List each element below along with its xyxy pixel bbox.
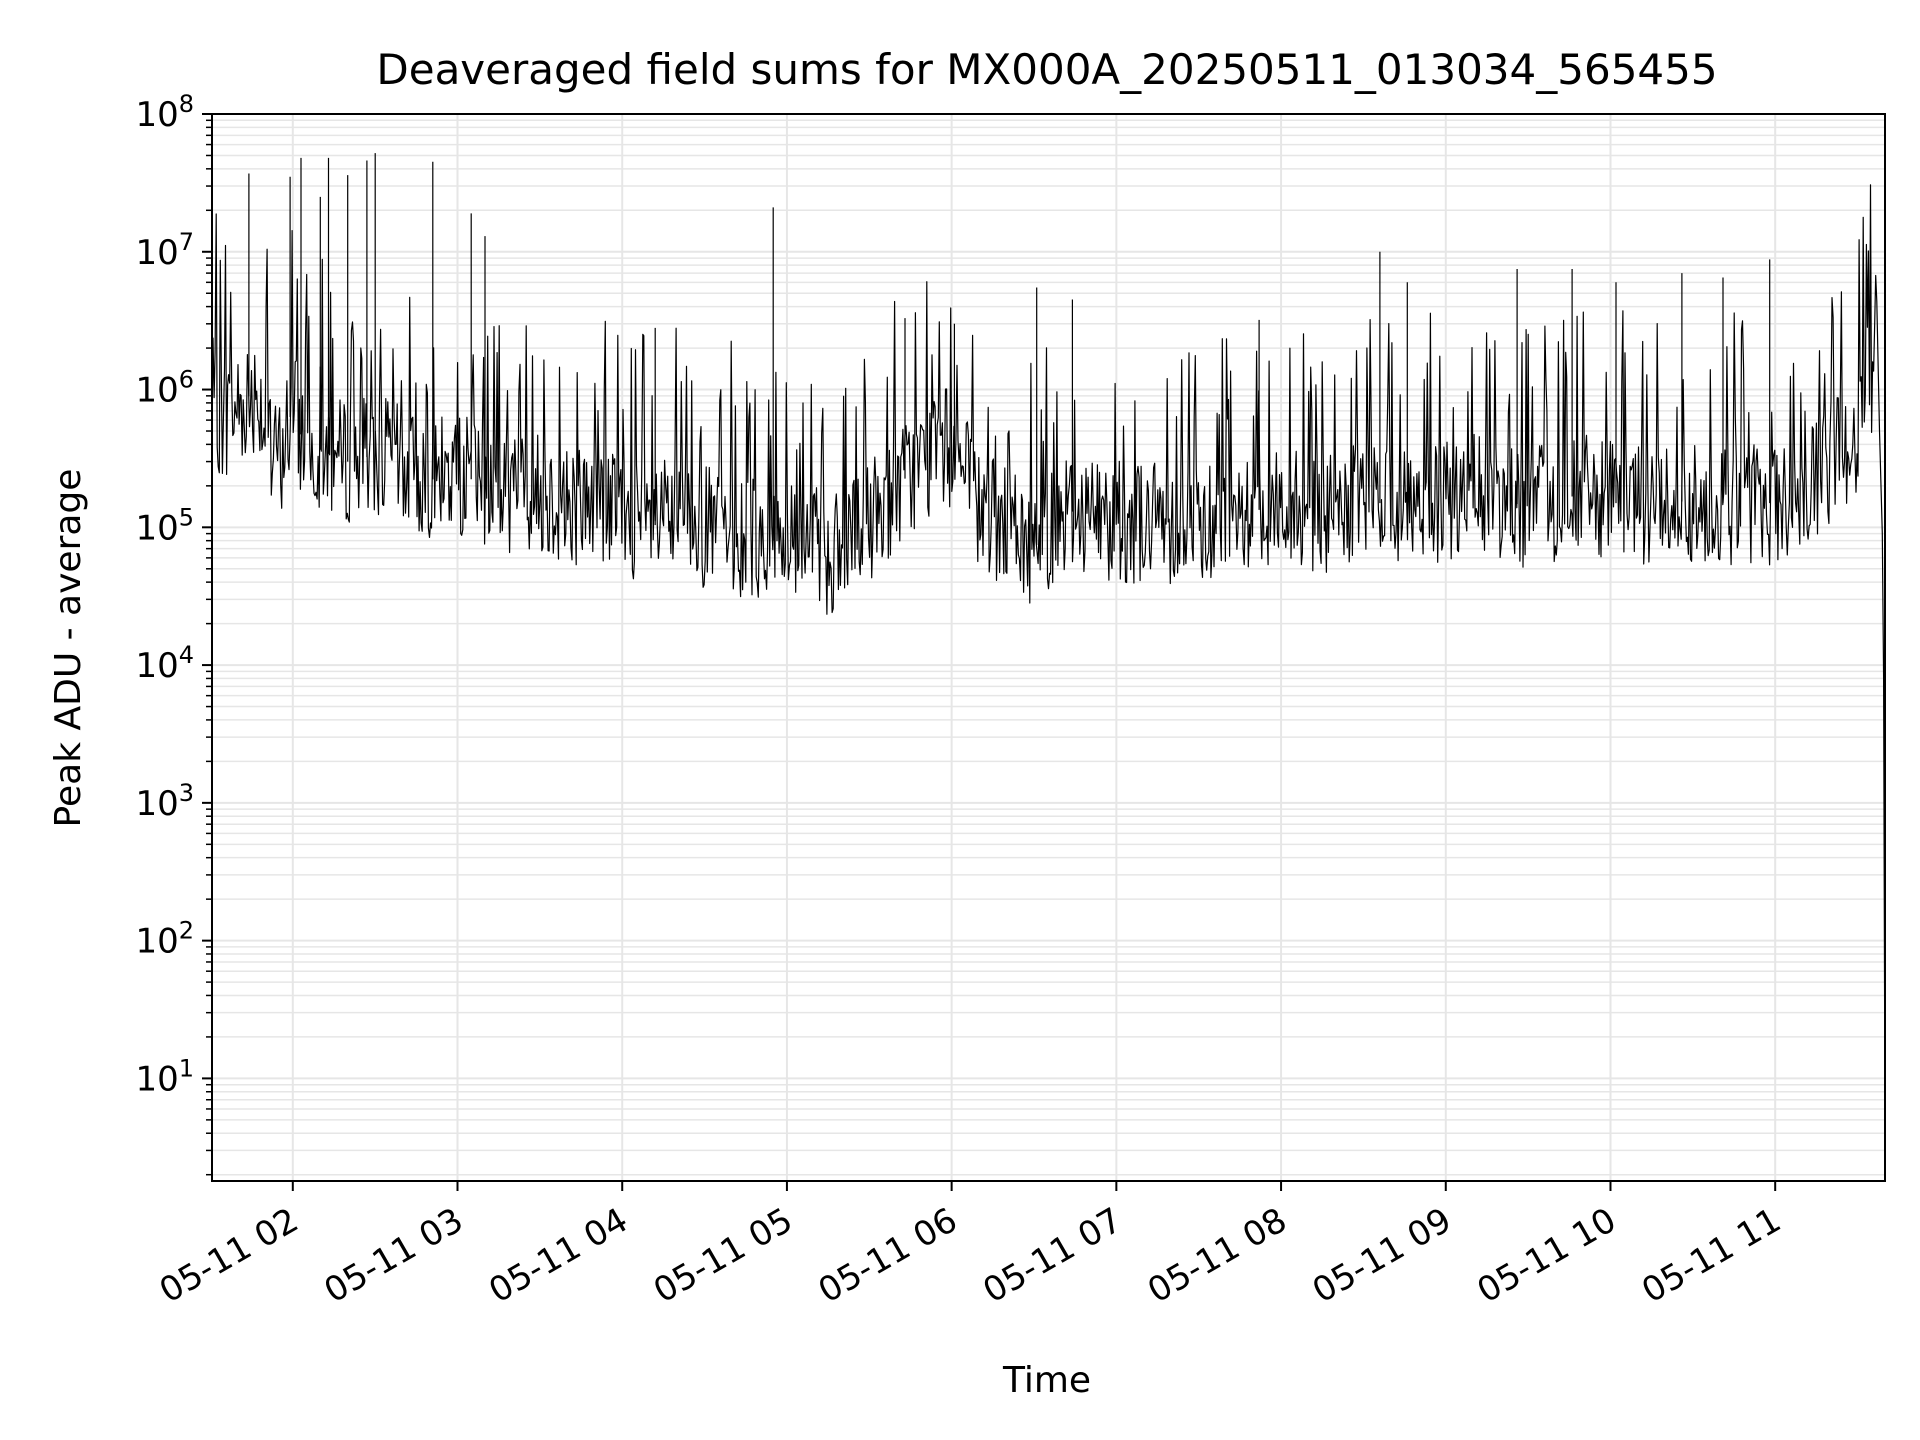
y-tick-label: 107 <box>135 228 194 273</box>
y-tick-label: 102 <box>135 917 194 962</box>
series-spikes <box>248 153 1771 545</box>
y-axis-label: Peak ADU - average <box>48 469 89 828</box>
chart-title: Deaveraged field sums for MX000A_2025051… <box>376 45 1717 94</box>
y-tick-label: 105 <box>135 503 194 548</box>
plot-frame <box>211 113 1886 1182</box>
y-tick-label: 103 <box>135 779 194 824</box>
y-axis: 101 102 103 104 105 106 107 108 <box>135 90 212 1176</box>
y-tick-label: 108 <box>135 90 194 135</box>
plot-area <box>211 153 1886 1134</box>
y-tick-label: 101 <box>135 1054 194 1099</box>
y-tick-label: 104 <box>135 641 194 686</box>
series-line <box>211 184 1886 1134</box>
x-axis-label: Time <box>1002 1360 1091 1401</box>
y-tick-label: 106 <box>135 366 194 411</box>
